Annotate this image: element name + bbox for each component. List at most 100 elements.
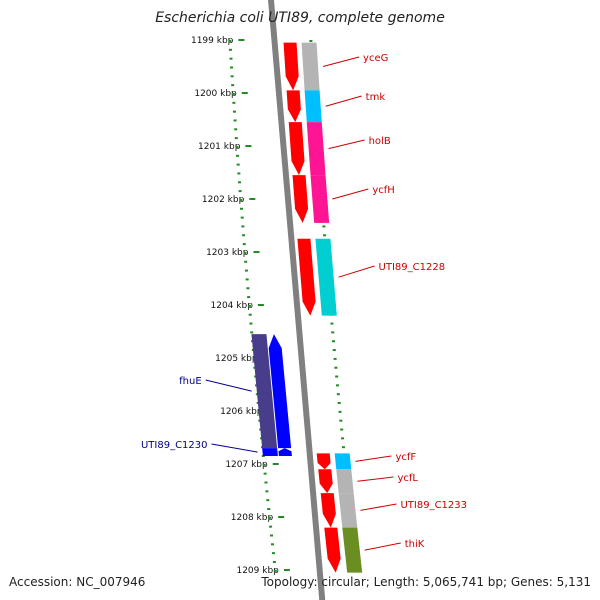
gene-callout-line: [322, 56, 360, 67]
scale-dot: [230, 66, 234, 69]
scale-dot: [237, 181, 241, 184]
scale-dot: [230, 75, 234, 78]
tick-label: 1199 kbp: [191, 36, 234, 46]
scale-dot: [322, 225, 326, 228]
scale-dot: [265, 490, 269, 493]
tick-label: 1204 kbp: [211, 301, 254, 311]
scale-dot: [262, 463, 266, 466]
gene-band: [334, 453, 352, 470]
scale-dot: [249, 322, 253, 325]
gene-band: [310, 175, 330, 223]
scale-dot: [264, 481, 268, 484]
scale-dot: [323, 234, 327, 237]
scale-dot: [271, 552, 275, 555]
scale-dot: [245, 278, 249, 281]
gene-callout-line: [211, 443, 258, 453]
scale-dot: [336, 393, 340, 396]
cds-arrow: [268, 334, 292, 449]
scale-dot: [242, 243, 246, 246]
scale-dot: [267, 507, 271, 510]
gene-callout-line: [205, 379, 252, 392]
cds-arrow: [320, 493, 336, 528]
gene-label: UTI89_C1228: [379, 262, 446, 273]
scale-dot: [239, 207, 243, 210]
gene-label: tmk: [366, 92, 386, 103]
scale-dot: [330, 322, 334, 325]
scale-dot: [341, 446, 345, 449]
scale-dot: [236, 154, 240, 157]
gene-band: [251, 334, 278, 449]
gene-label: UTI89_C1233: [400, 500, 467, 511]
scale-dot: [237, 172, 241, 175]
cds-arrow: [288, 122, 305, 176]
cds-arrow: [286, 90, 301, 123]
gene-callout-line: [325, 95, 362, 107]
scale-dot: [234, 137, 238, 140]
gene-band: [306, 122, 326, 176]
scale-dot: [273, 569, 277, 572]
scale-dot: [334, 366, 338, 369]
scale-dot: [242, 234, 246, 237]
scale-dot: [266, 499, 270, 502]
scale-dot: [268, 516, 272, 519]
scale-dot: [235, 145, 239, 148]
gene-band: [304, 90, 322, 123]
scale-dot: [233, 119, 237, 122]
gene-label: ycfH: [372, 185, 394, 196]
scale-dot: [236, 163, 240, 166]
scale-dot: [341, 437, 345, 440]
cds-arrow: [297, 238, 316, 316]
scale-dot: [331, 340, 335, 343]
scale-dot: [234, 128, 238, 131]
scale-dot: [336, 384, 340, 387]
gene-callout-line: [332, 188, 369, 200]
tick-label: 1201 kbp: [198, 142, 241, 152]
genome-backbone: [268, 0, 326, 600]
scale-dot: [332, 349, 336, 352]
scale-dot: [333, 357, 337, 360]
gene-callout-line: [355, 455, 392, 462]
tick-label: 1208 kbp: [231, 513, 274, 523]
gene-band: [338, 493, 358, 528]
scale-dot: [335, 375, 339, 378]
cds-arrow: [318, 469, 333, 494]
scale-dot: [231, 92, 235, 95]
scale-dot: [232, 101, 236, 104]
genome-title: Escherichia coli UTI89, complete genome: [155, 10, 445, 26]
scale-dot: [269, 525, 273, 528]
gene-label: yceG: [363, 53, 388, 64]
tick-label: 1200 kbp: [194, 89, 237, 99]
scale-dot: [270, 543, 274, 546]
scale-dot: [250, 331, 254, 334]
scale-dot: [338, 410, 342, 413]
gene-band: [342, 527, 363, 573]
scale-dot: [244, 269, 248, 272]
gene-band: [301, 42, 320, 91]
gene-callout-line: [328, 139, 365, 150]
scale-dot: [238, 190, 242, 193]
gene-features: yceG tmk holB ycfH UTI89_C1228 fhuE UTI89_C123…: [141, 42, 467, 573]
cds-arrow: [292, 175, 309, 223]
gene-label: ycfF: [395, 452, 416, 463]
gene-label: fhuE: [179, 376, 202, 387]
gene-band: [262, 448, 278, 457]
tick-label: 1207 kbp: [225, 460, 268, 470]
accession-label: Accession: NC_007946: [9, 575, 146, 589]
gene-callout-line: [338, 265, 375, 278]
scale-dot: [241, 225, 245, 228]
cds-arrow: [324, 527, 341, 573]
tick-label: 1209 kbp: [236, 566, 279, 576]
scale-dot: [243, 251, 247, 254]
cds-arrow: [316, 453, 331, 470]
scale-dot: [246, 287, 250, 290]
scale-dot: [240, 216, 244, 219]
scale-dot: [309, 40, 313, 42]
scale-dot: [248, 313, 252, 316]
gene-label: thiK: [405, 539, 425, 550]
cds-arrow: [283, 42, 299, 91]
scale-dot: [247, 304, 251, 307]
scale-dot: [263, 472, 267, 475]
scale-dot: [244, 260, 248, 263]
tick-label: 1205 kbp: [215, 354, 258, 364]
